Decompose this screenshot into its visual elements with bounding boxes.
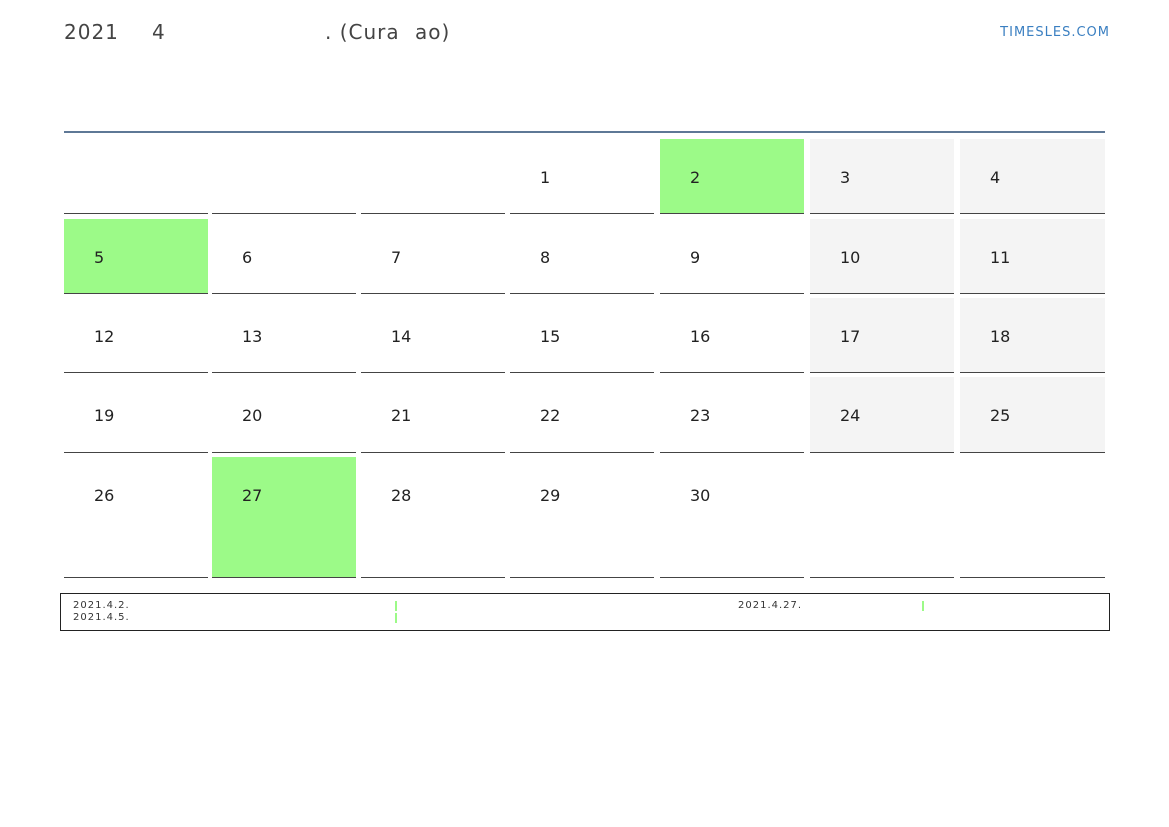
day-cell: 28 bbox=[361, 457, 505, 578]
day-cell: 16 bbox=[660, 298, 804, 373]
note-text: 2021.4.2. bbox=[73, 600, 130, 611]
day-cell: 1 bbox=[510, 139, 654, 214]
day-number: 12 bbox=[94, 327, 115, 346]
day-number: 13 bbox=[242, 327, 263, 346]
day-cell bbox=[361, 139, 505, 214]
day-number: 18 bbox=[990, 327, 1011, 346]
divider bbox=[64, 131, 1105, 133]
day-number: 4 bbox=[990, 168, 1001, 187]
day-cell: 19 bbox=[64, 377, 208, 453]
day-number: 23 bbox=[690, 406, 711, 425]
day-cell: 29 bbox=[510, 457, 654, 578]
day-cell: 12 bbox=[64, 298, 208, 373]
day-number: 19 bbox=[94, 406, 115, 425]
day-cell: 7 bbox=[361, 219, 505, 294]
day-cell: 23 bbox=[660, 377, 804, 453]
day-cell bbox=[64, 139, 208, 214]
day-number: 7 bbox=[391, 248, 402, 267]
day-cell bbox=[810, 457, 954, 578]
day-number: 10 bbox=[840, 248, 861, 267]
day-number: 27 bbox=[242, 486, 263, 505]
day-number: 11 bbox=[990, 248, 1011, 267]
day-number: 3 bbox=[840, 168, 851, 187]
day-number: 15 bbox=[540, 327, 561, 346]
title-text: . (Cura bbox=[325, 20, 400, 44]
note-text: 2021.4.27. bbox=[738, 600, 803, 611]
title-text: ao) bbox=[415, 20, 451, 44]
day-cell: 3 bbox=[810, 139, 954, 214]
day-number: 28 bbox=[391, 486, 412, 505]
day-cell: 14 bbox=[361, 298, 505, 373]
day-cell: 8 bbox=[510, 219, 654, 294]
note-text: 2021.4.5. bbox=[73, 612, 130, 623]
day-cell: 26 bbox=[64, 457, 208, 578]
day-number: 9 bbox=[690, 248, 701, 267]
day-cell: 5 bbox=[64, 219, 208, 294]
day-cell bbox=[212, 139, 356, 214]
day-cell: 10 bbox=[810, 219, 954, 294]
day-number: 17 bbox=[840, 327, 861, 346]
day-number: 1 bbox=[540, 168, 551, 187]
title-year: 2021 bbox=[64, 20, 119, 44]
day-cell: 20 bbox=[212, 377, 356, 453]
day-cell: 24 bbox=[810, 377, 954, 453]
day-number: 20 bbox=[242, 406, 263, 425]
day-cell: 11 bbox=[960, 219, 1105, 294]
day-cell: 27 bbox=[212, 457, 356, 578]
day-number: 26 bbox=[94, 486, 115, 505]
day-number: 24 bbox=[840, 406, 861, 425]
day-cell: 17 bbox=[810, 298, 954, 373]
day-cell: 22 bbox=[510, 377, 654, 453]
day-cell: 9 bbox=[660, 219, 804, 294]
day-cell: 18 bbox=[960, 298, 1105, 373]
day-cell: 15 bbox=[510, 298, 654, 373]
day-number: 5 bbox=[94, 248, 105, 267]
day-cell: 13 bbox=[212, 298, 356, 373]
day-cell: 6 bbox=[212, 219, 356, 294]
day-number: 25 bbox=[990, 406, 1011, 425]
notes-box: 2021.4.2. 2021.4.5. 2021.4.27. bbox=[60, 593, 1110, 631]
day-number: 22 bbox=[540, 406, 561, 425]
site-link[interactable]: TIMESLES.COM bbox=[1000, 25, 1110, 40]
note-marker bbox=[922, 601, 924, 611]
day-number: 2 bbox=[690, 168, 701, 187]
day-cell: 21 bbox=[361, 377, 505, 453]
day-cell: 4 bbox=[960, 139, 1105, 214]
day-cell: 2 bbox=[660, 139, 804, 214]
day-number: 29 bbox=[540, 486, 561, 505]
day-number: 30 bbox=[690, 486, 711, 505]
day-number: 6 bbox=[242, 248, 253, 267]
day-number: 21 bbox=[391, 406, 412, 425]
note-marker bbox=[395, 601, 397, 611]
title-month: 4 bbox=[152, 20, 166, 44]
day-cell bbox=[960, 457, 1105, 578]
day-cell: 25 bbox=[960, 377, 1105, 453]
day-number: 14 bbox=[391, 327, 412, 346]
day-number: 16 bbox=[690, 327, 711, 346]
day-number: 8 bbox=[540, 248, 551, 267]
day-cell: 30 bbox=[660, 457, 804, 578]
note-marker bbox=[395, 613, 397, 623]
